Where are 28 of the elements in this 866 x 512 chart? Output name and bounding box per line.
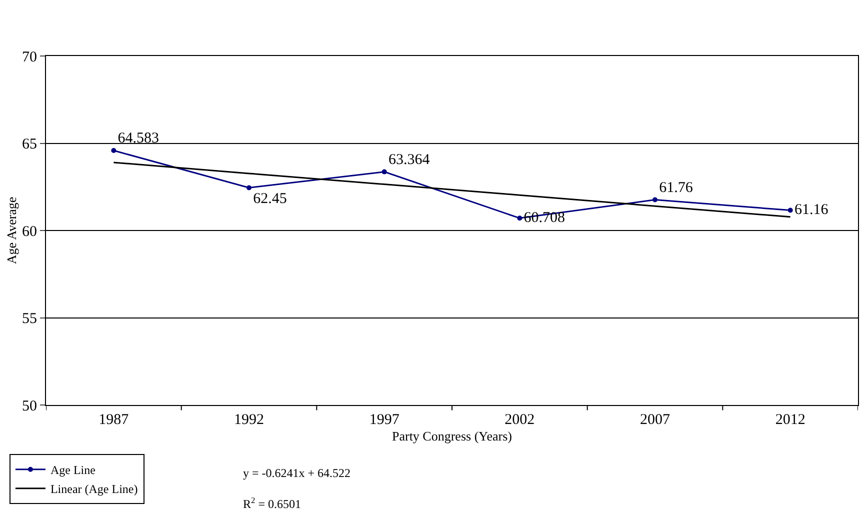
point (788, 208, 793, 213)
point (246, 185, 252, 190)
x-tick-label: 1992 (234, 412, 264, 428)
x-tick-label: 2007 (640, 412, 670, 428)
y-tick-label: 70 (22, 49, 37, 66)
data-label: 62.45 (253, 191, 287, 208)
data-label: 61.16 (794, 202, 829, 218)
point (517, 216, 522, 221)
x-tick-label: 1997 (369, 412, 400, 428)
data-label: 63.364 (388, 152, 430, 168)
y-tick-label: 60 (22, 224, 37, 240)
data-label: 64.583 (118, 130, 160, 147)
y-tick-label: 50 (22, 398, 37, 414)
text: R$^{2}$ = 0.6501 (243, 496, 301, 512)
point (652, 197, 658, 202)
x-tick-label: 1987 (98, 412, 130, 428)
x-tick-label: 2002 (504, 412, 535, 428)
x-tick-label: 2012 (775, 412, 806, 428)
y-axis-title: Age Average (4, 196, 19, 264)
point (382, 169, 387, 174)
data-label: 61.76 (659, 180, 694, 196)
legend-label: Age Line (50, 463, 96, 478)
y-tick-label: 65 (22, 136, 37, 152)
y-tick-label: 55 (22, 311, 37, 327)
x-axis-title: Party Congress (Years) (392, 428, 512, 444)
text: y = -0.6241x + 64.522 (243, 466, 351, 480)
legend-label: Linear (Age Line) (50, 482, 138, 496)
point (111, 148, 116, 154)
